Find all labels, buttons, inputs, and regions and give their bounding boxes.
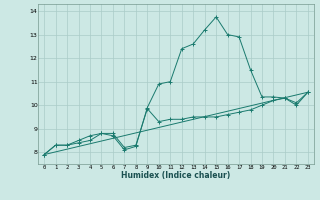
X-axis label: Humidex (Indice chaleur): Humidex (Indice chaleur)	[121, 171, 231, 180]
